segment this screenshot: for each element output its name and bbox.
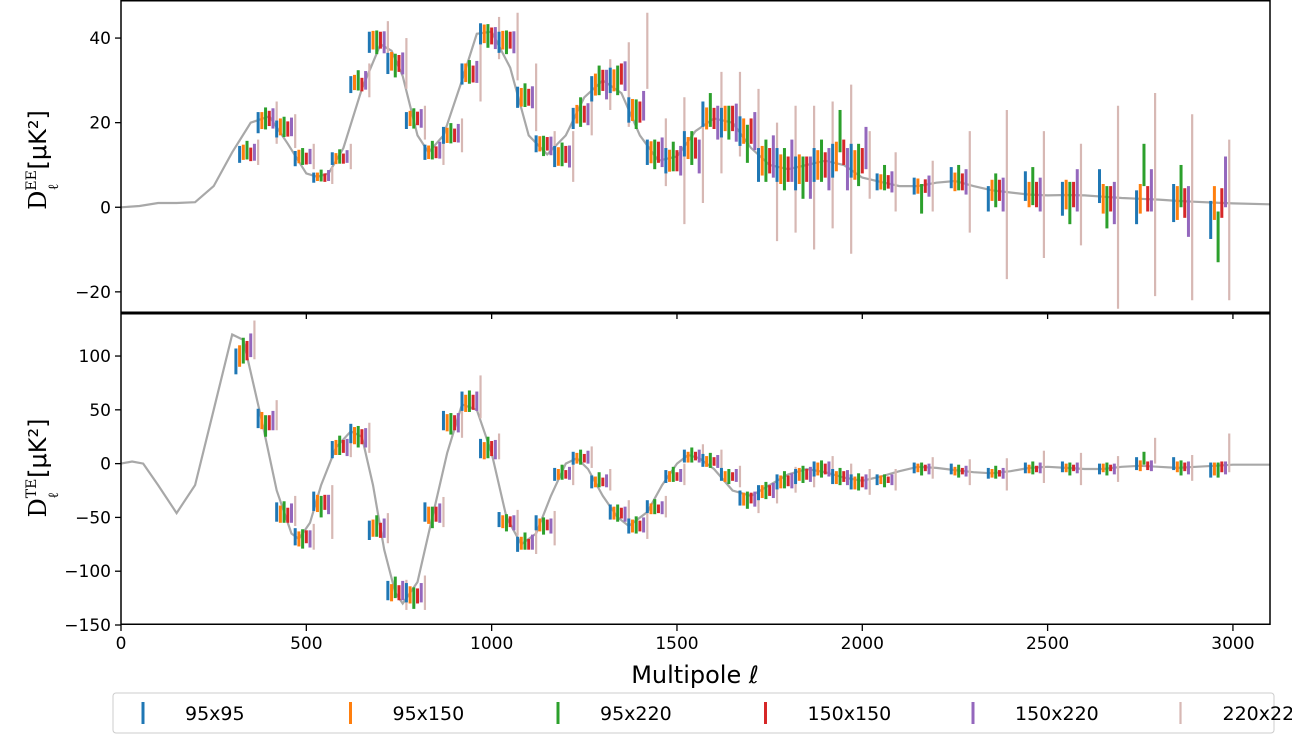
ee-axes-frame: [120, 0, 1271, 313]
legend-label-95x150: 95x150: [393, 703, 465, 725]
te-ylabel: DTE ℓ[μK²]: [24, 419, 62, 518]
legend-label-95x220: 95x220: [600, 703, 672, 725]
te-xtick-label: 500: [290, 634, 322, 654]
ee-model-curve-layer: [120, 30, 1271, 209]
ee-ytick-label: 0: [100, 198, 111, 218]
legend-frame: [112, 692, 1275, 734]
legend-label-150x150: 150x150: [808, 703, 892, 725]
te-ytick-label: −50: [75, 508, 111, 528]
ee-panel: −20 0 20 40 DEE ℓ[μK²]: [24, 0, 1271, 319]
te-xtick-label: 2000: [841, 634, 884, 654]
ee-ytick-label: 40: [89, 29, 111, 49]
ee-model-curve: [120, 30, 1271, 209]
x-axis-title: Multipole ℓ: [631, 661, 759, 689]
te-xtick-label: 0: [116, 634, 127, 654]
ee-errorbars-layer: [238, 12, 1231, 309]
legend-label-95x95: 95x95: [185, 703, 245, 725]
legend: 95x95 95x150 95x220 150x150 150x220 220x220: [112, 692, 1292, 734]
te-errorbars-layer: [234, 320, 1231, 610]
te-xtick-label: 1000: [470, 634, 513, 654]
legend-label-150x220: 150x220: [1015, 703, 1099, 725]
te-model-curve: [120, 332, 1270, 606]
ee-ylabel: DEE ℓ[μK²]: [24, 110, 62, 210]
legend-label-220x220: 220x220: [1223, 703, 1292, 725]
ee-ytick-label: 20: [89, 114, 111, 134]
te-xtick-label: 1500: [655, 634, 698, 654]
te-xtick-label: 3000: [1211, 634, 1254, 654]
te-ytick-label: 100: [79, 347, 111, 367]
ee-ytick-label: −20: [75, 283, 111, 303]
te-ytick-label: 50: [89, 401, 111, 421]
te-ytick-label: −150: [64, 616, 111, 636]
te-ytick-label: 0: [100, 455, 111, 475]
te-model-curve-layer: [120, 332, 1270, 606]
te-ytick-label: −100: [64, 562, 111, 582]
te-axes-frame: [120, 313, 1271, 625]
te-xtick-label: 2500: [1026, 634, 1069, 654]
